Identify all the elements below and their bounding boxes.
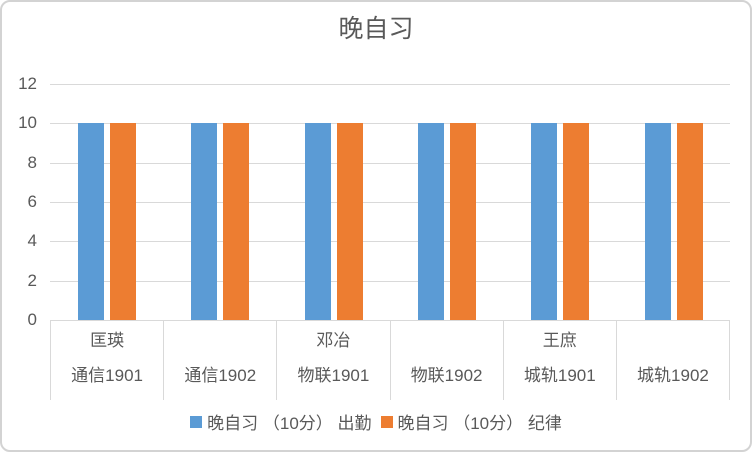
bar-attendance	[191, 123, 218, 320]
y-axis-label: 0	[27, 310, 37, 329]
category-name: 邓冶	[316, 331, 351, 350]
y-axis-label: 4	[27, 231, 37, 251]
legend-item-attendance: 晚自习 （10分） 出勤	[190, 409, 372, 434]
bar-attendance	[644, 123, 671, 320]
legend-item-discipline: 晚自习 （10分） 纪律	[380, 409, 562, 434]
bar-group	[50, 84, 163, 320]
bar-group	[617, 84, 730, 320]
bar-discipline	[336, 123, 363, 320]
category-name	[617, 330, 729, 352]
category-class: 城轨1902	[637, 366, 709, 385]
category-class: 通信1902	[184, 366, 257, 385]
y-axis-label: 8	[27, 152, 37, 172]
bar-attendance	[418, 123, 444, 320]
bar-group	[277, 84, 390, 320]
category-class: 通信1901	[71, 366, 143, 385]
category-class: 城轨1901	[523, 366, 596, 385]
bar-attendance	[304, 123, 331, 320]
legend-swatch-discipline	[380, 415, 393, 428]
legend-label-attendance: 晚自习 （10分） 出勤	[207, 414, 372, 433]
bar-discipline	[450, 123, 476, 320]
bar-group	[163, 84, 276, 320]
x-axis: 匡瑛 通信1901 通信1902 邓冶 物联1901 物联1902 王庶 城轨1901 城轨19…	[50, 320, 731, 400]
y-axis-label: 12	[18, 74, 37, 93]
bar-discipline	[223, 123, 250, 320]
bar-attendance	[78, 123, 104, 320]
category-label: 王庶城轨1901	[504, 320, 617, 400]
bar-discipline	[110, 123, 136, 320]
plot-area	[50, 84, 730, 321]
category-class: 物联1902	[410, 366, 483, 385]
category-label: 匡瑛通信1901	[50, 320, 165, 400]
bar-discipline	[563, 123, 590, 320]
category-name	[164, 330, 276, 352]
category-name	[391, 330, 503, 352]
gridline	[50, 123, 730, 125]
category-class: 物联1901	[297, 366, 370, 385]
y-axis-label: 6	[27, 192, 37, 211]
category-label: 城轨1902	[617, 320, 731, 400]
y-axis-label: 10	[18, 113, 37, 133]
category-name: 匡瑛	[90, 331, 125, 350]
category-label: 通信1902	[164, 320, 278, 400]
y-axis: 0 2 4 6 8 10 12	[2, 74, 37, 329]
gridline	[50, 280, 730, 282]
y-axis-label: 2	[27, 270, 37, 290]
bar-group	[390, 84, 503, 320]
category-label: 物联1902	[391, 320, 504, 400]
gridline	[50, 84, 730, 85]
legend-label-discipline: 晚自习 （10分） 纪律	[397, 414, 562, 433]
bar-discipline	[676, 123, 703, 320]
category-name: 王庶	[542, 331, 577, 350]
gridline	[50, 202, 730, 203]
legend-swatch-attendance	[190, 415, 203, 428]
gridline	[50, 241, 730, 243]
category-label: 邓冶物联1901	[277, 320, 391, 400]
gridline	[50, 162, 730, 164]
chart-title: 晚自习	[338, 15, 414, 43]
bar-attendance	[531, 123, 558, 320]
bar-group	[503, 84, 616, 320]
legend: 晚自习 （10分） 出勤 晚自习 （10分） 纪律	[2, 409, 750, 434]
